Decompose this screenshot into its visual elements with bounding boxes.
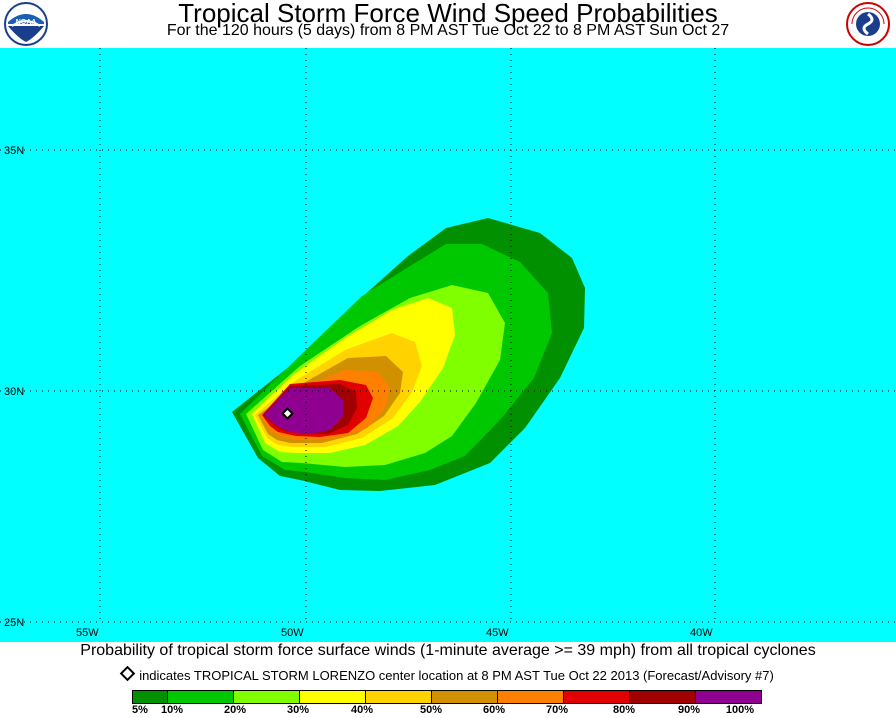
- colorbar-labels: 5% 10% 20% 30% 40% 50% 60% 70% 80% 90% 1…: [0, 704, 896, 718]
- colorbar-label-60: 60%: [482, 704, 506, 716]
- storm-center-legend-icon: [119, 665, 136, 682]
- map-caption: Probability of tropical storm force surf…: [80, 642, 816, 659]
- colorbar-swatch-5-10: [132, 690, 168, 704]
- longitude-label-45w: 45W: [486, 627, 509, 639]
- latitude-label-30n: 30N: [4, 386, 24, 398]
- colorbar-label-90: 90%: [677, 704, 701, 716]
- colorbar-swatch-50-60: [431, 690, 498, 704]
- colorbar-swatch-90-100: [695, 690, 762, 704]
- page-subtitle: For the 120 hours (5 days) from 8 PM AST…: [166, 22, 730, 39]
- colorbar-swatch-60-70: [497, 690, 564, 704]
- latitude-label-35n: 35N: [4, 145, 24, 157]
- svg-text:NOAA: NOAA: [16, 19, 37, 26]
- colorbar-swatch-80-90: [629, 690, 696, 704]
- header: NOAA Tropical Storm Force Wind Speed Pro…: [0, 0, 896, 48]
- colorbar-label-80: 80%: [612, 704, 636, 716]
- storm-center-diamond-icon: [281, 407, 294, 420]
- colorbar-label-20: 20%: [223, 704, 247, 716]
- colorbar-swatch-30-40: [299, 690, 366, 704]
- colorbar-label-30: 30%: [286, 704, 310, 716]
- longitude-label-40w: 40W: [690, 627, 713, 639]
- nws-logo-icon: [846, 2, 890, 51]
- noaa-logo-icon: NOAA: [4, 2, 48, 51]
- colorbar-swatch-40-50: [365, 690, 432, 704]
- colorbar-label-10: 10%: [160, 704, 184, 716]
- colorbar-label-5: 5%: [132, 704, 148, 716]
- longitude-label-50w: 50W: [281, 627, 304, 639]
- probability-contours: [232, 218, 585, 491]
- page-title: Tropical Storm Force Wind Speed Probabil…: [178, 0, 718, 28]
- probability-colorbar: [132, 690, 762, 704]
- storm-center-note: indicates TROPICAL STORM LORENZO center …: [0, 665, 896, 683]
- colorbar-label-40: 40%: [350, 704, 374, 716]
- colorbar-swatch-10-20: [167, 690, 234, 704]
- colorbar-label-100: 100%: [725, 704, 755, 716]
- colorbar-label-70: 70%: [545, 704, 569, 716]
- storm-center-note-text: indicates TROPICAL STORM LORENZO center …: [139, 668, 774, 683]
- colorbar-swatch-70-80: [563, 690, 630, 704]
- contour-90pct: [264, 388, 343, 434]
- colorbar-swatch-20-30: [233, 690, 300, 704]
- longitude-label-55w: 55W: [76, 627, 99, 639]
- latitude-label-25n: 25N: [4, 617, 24, 629]
- colorbar-label-50: 50%: [419, 704, 443, 716]
- probability-map: 35N 30N 25N 55W 50W 45W 40W: [0, 48, 896, 642]
